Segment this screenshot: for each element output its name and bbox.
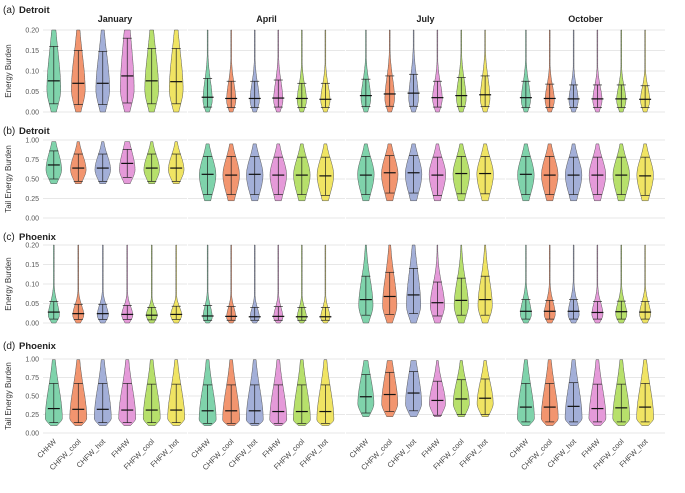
violin-chfw-hot [249,244,260,324]
violin-fhfw-hot [480,29,491,113]
y-tick-label: 0.00 [25,431,39,438]
violin-fhhw [432,29,443,113]
facet-april-row-2 [188,139,345,219]
y-tick-label: 0.25 [25,412,39,419]
y-axis-title: Energy Burden [4,44,13,97]
violin-chfw-cool [226,29,237,113]
violin-chfw-hot [567,244,580,324]
y-tick-label: 0.50 [25,177,39,184]
facet-october-row-2 [506,139,665,219]
x-tick-label: CHHW [35,436,59,460]
violin-fhhw [273,29,284,113]
violin-fhfw-cool [296,29,307,113]
y-tick-label: 0.25 [25,196,39,203]
panel-city: Phoenix [19,341,57,352]
violin-chfw-hot [568,29,579,113]
facet-october-row-1: October [506,14,665,113]
violin-chhw [521,29,531,113]
y-tick-label: 1.00 [25,138,39,145]
violin-chhw [360,29,371,113]
y-tick-label: 0.10 [25,69,39,76]
panel-a: (a) Detroit Energy Burden 0.00 0.05 0.10 0.15 0… [3,5,665,117]
violin-fhfw-hot [170,244,182,324]
month-title: October [568,14,603,24]
violin-fhhw [121,244,134,324]
violin-chfw-hot [249,29,260,113]
violin-fhhw [592,29,603,113]
y-tick-label: 0.00 [25,110,39,117]
violin-chfw-hot [408,29,419,113]
month-title: April [256,14,277,24]
facet-july-row-3 [346,244,505,324]
panel-label: (b) [3,126,15,137]
violin-fhfw-cool [615,244,628,324]
violin-fhfw-cool [145,244,158,324]
violin-chfw-cool [226,244,237,324]
panel-city: Phoenix [19,232,57,243]
y-tick-label: 0.75 [25,375,39,382]
facet-january-row-2 [43,139,187,219]
violin-chhw [520,244,532,324]
panel-city: Detroit [19,5,50,16]
violin-chhw [48,244,60,324]
y-tick-label: 0.10 [25,282,39,289]
violin-chhw [202,29,213,113]
panel-label: (d) [3,341,15,352]
violin-fhfw-hot [320,29,331,113]
facet-july-row-1: July [346,14,505,113]
x-tick-label: FHHW [109,436,132,459]
y-tick-label: 0.20 [25,243,39,250]
facet-april-row-1: April [188,14,345,113]
facet-april-row-3 [188,244,345,324]
y-tick-label: 0.15 [25,48,39,55]
y-tick-label: 1.00 [25,357,39,364]
y-axis-title: Tail Energy Burden [4,145,13,213]
panel-d: (d) Phoenix Tail Energy Burden 0.00 0.25 0.50… [3,341,665,472]
y-tick-label: 0.05 [25,301,39,308]
violin-fhfw-cool [296,244,307,324]
y-axis-title: Tail Energy Burden [4,362,13,430]
violin-fhfw-hot [639,244,651,324]
y-tick-label: 0.20 [25,28,39,35]
panel-city: Detroit [19,126,50,137]
facet-july-row-2 [346,139,505,219]
y-tick-label: 0.00 [25,321,39,328]
panel-c: (c) Phoenix Energy Burden 0.00 0.05 0.10 0.15 0… [3,232,665,328]
x-tick-label: FHHW [420,436,443,459]
y-tick-label: 0.50 [25,394,39,401]
month-title: January [98,14,133,24]
y-tick-label: 0.75 [25,157,39,164]
y-tick-label: 0.15 [25,262,39,269]
facet-january-row-3 [43,244,187,324]
x-tick-label: FHHW [580,436,603,459]
violin-chfw-cool [543,244,556,324]
violin-chhw [202,244,213,324]
y-tick-label: 0.00 [25,216,39,223]
violin-fhfw-cool [616,29,627,113]
month-title: July [416,14,434,24]
violin-chfw-hot [96,244,109,324]
y-axis-title: Energy Burden [4,257,13,310]
violin-chfw-cool [384,29,395,113]
panel-b: (b) Detroit Tail Energy Burden 0.00 0.25 0.50… [3,126,665,223]
violin-fhhw [273,244,284,324]
violin-fhfw-hot [320,244,331,324]
panel-label: (a) [3,5,15,16]
y-tick-label: 0.05 [25,89,39,96]
facet-october-row-3 [506,244,665,324]
panel-label: (c) [3,232,15,243]
violin-fhfw-cool [456,29,467,113]
violin-chfw-cool [72,244,85,324]
facet-january-row-1: January [43,14,187,113]
violin-fhhw [591,244,604,324]
